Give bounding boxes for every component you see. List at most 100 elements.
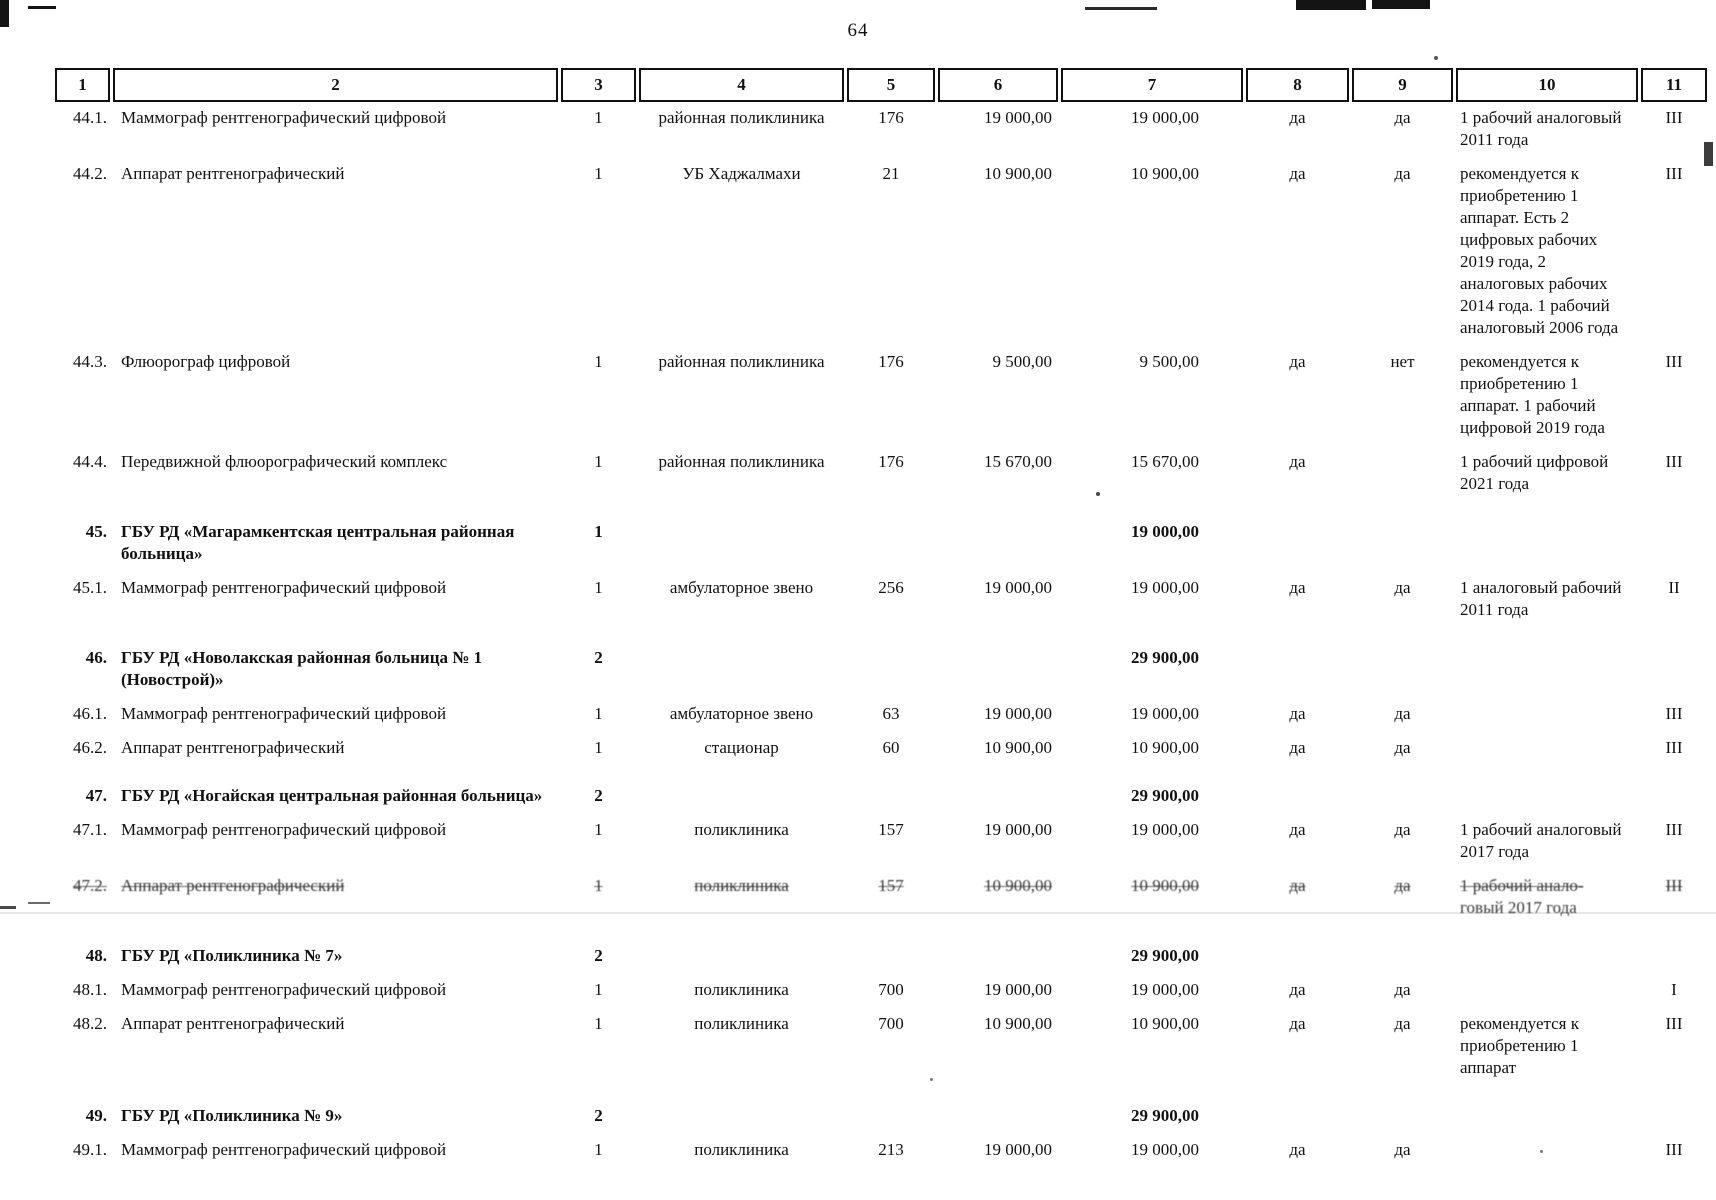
- quantity-cell: 1: [594, 108, 603, 127]
- table-row: 47.2. Аппарат рентгенографический 1 поли…: [55, 872, 1707, 928]
- total-price-cell: 19 000,00: [1131, 820, 1199, 839]
- unit-price-cell: [938, 928, 1058, 976]
- row-number-cell: 45.: [85, 522, 107, 541]
- note-cell: 1 рабочий аналоговый 2017 года: [1456, 816, 1638, 872]
- capacity-cell: 21: [882, 164, 900, 183]
- table-header: 1 2 3 4 5 6 7 8 9 10 11: [55, 68, 1707, 102]
- availability-cell: да: [1289, 738, 1306, 757]
- unit-price-cell: 10 900,00: [984, 876, 1052, 895]
- table-row: 46.1. Маммограф рентгенографический цифр…: [55, 700, 1707, 734]
- location-cell: поликлиника: [694, 820, 789, 839]
- note-cell: [1456, 928, 1638, 976]
- unit-price-cell: 19 000,00: [984, 980, 1052, 999]
- total-price-cell: 19 000,00: [1131, 578, 1199, 597]
- header-row: 1 2 3 4 5 6 7 8 9 10 11: [55, 68, 1707, 102]
- row-number-cell: 46.: [85, 648, 107, 667]
- unit-price-cell: 19 000,00: [984, 578, 1052, 597]
- table-row: 49. ГБУ РД «Поликлиника № 9» 2 29 900,00: [55, 1088, 1707, 1136]
- availability-cell: да: [1289, 980, 1306, 999]
- category-cell: III: [1665, 452, 1683, 471]
- note-cell: [1456, 504, 1638, 574]
- total-price-cell: 19 000,00: [1131, 980, 1199, 999]
- quantity-cell: 1: [594, 704, 603, 723]
- scan-artifact: [1296, 0, 1366, 10]
- capacity-cell: [847, 768, 935, 816]
- column-header-10: 10: [1456, 68, 1638, 102]
- row-number-cell: 48.: [85, 946, 107, 965]
- table-row: 44.4. Передвижной флюорографический комп…: [55, 448, 1707, 504]
- availability-cell: да: [1289, 1014, 1306, 1033]
- category-cell: II: [1668, 578, 1680, 597]
- scan-artifact: [930, 1078, 933, 1081]
- note-cell: 1 рабочий аналоговый 2011 года: [1456, 102, 1638, 160]
- quantity-cell: 2: [594, 786, 603, 805]
- column-header-5: 5: [847, 68, 935, 102]
- availability-cell: [1246, 630, 1349, 700]
- row-number-cell: 44.1.: [73, 108, 107, 127]
- table-row: 45.1. Маммограф рентгенографический цифр…: [55, 574, 1707, 630]
- total-price-cell: 19 000,00: [1131, 704, 1199, 723]
- quantity-cell: 1: [594, 980, 603, 999]
- capacity-cell: 157: [878, 876, 904, 895]
- equipment-name-cell: Аппарат рентгенографический: [121, 738, 345, 757]
- table-row: 45. ГБУ РД «Магарамкентская центральная …: [55, 504, 1707, 574]
- availability-cell: да: [1289, 876, 1306, 895]
- location-cell: УБ Хаджалмахи: [682, 164, 801, 183]
- table-row: 46. ГБУ РД «Новолакская районная больниц…: [55, 630, 1707, 700]
- location-cell: районная поликлиника: [658, 352, 825, 371]
- category-cell: III: [1665, 1014, 1683, 1033]
- scan-artifact: [1540, 1150, 1543, 1153]
- unit-price-cell: 15 670,00: [984, 452, 1052, 471]
- column-header-11: 11: [1641, 68, 1707, 102]
- availability-cell-2: да: [1394, 820, 1411, 839]
- availability-cell: да: [1289, 578, 1306, 597]
- availability-cell-2: [1352, 448, 1453, 504]
- scan-artifact: [0, 906, 16, 909]
- category-cell: III: [1665, 704, 1683, 723]
- availability-cell: [1246, 504, 1349, 574]
- location-cell: районная поликлиника: [658, 452, 825, 471]
- capacity-cell: 256: [878, 578, 904, 597]
- category-cell: III: [1665, 352, 1683, 371]
- capacity-cell: 700: [878, 1014, 904, 1033]
- table-row: 44.2. Аппарат рентгенографический 1 УБ Х…: [55, 160, 1707, 348]
- category-cell: III: [1665, 738, 1683, 757]
- equipment-name-cell: Маммограф рентгенографический цифровой: [121, 704, 447, 723]
- total-price-cell: 9 500,00: [1139, 352, 1200, 371]
- category-cell: [1641, 504, 1707, 574]
- note-cell: 1 рабочий цифровой 2021 года: [1456, 448, 1638, 504]
- row-number-cell: 45.1.: [73, 578, 107, 597]
- row-number-cell: 46.1.: [73, 704, 107, 723]
- row-number-cell: 49.: [85, 1106, 107, 1125]
- availability-cell-2: [1352, 504, 1453, 574]
- note-cell: рекомендуется к приобретению 1 аппарат. …: [1456, 348, 1638, 448]
- note-cell: рекомендуется к приобретению 1 аппарат: [1456, 1010, 1638, 1088]
- unit-price-cell: [938, 1088, 1058, 1136]
- capacity-cell: 176: [878, 108, 904, 127]
- availability-cell-2: да: [1394, 1140, 1411, 1159]
- table-row: 47.1. Маммограф рентгенографический цифр…: [55, 816, 1707, 872]
- capacity-cell: [847, 504, 935, 574]
- note-text: рекомендуется к приобретению 1 аппарат: [1460, 1014, 1579, 1077]
- scan-artifact: [1096, 492, 1100, 496]
- equipment-name-cell: Маммограф рентгенографический цифровой: [121, 108, 447, 127]
- availability-cell: да: [1289, 108, 1306, 127]
- availability-cell: да: [1289, 164, 1306, 183]
- quantity-cell: 1: [594, 522, 603, 541]
- unit-price-cell: 10 900,00: [984, 164, 1052, 183]
- quantity-cell: 1: [594, 876, 603, 895]
- location-cell: стационар: [704, 738, 779, 757]
- total-price-cell: 10 900,00: [1131, 738, 1199, 757]
- availability-cell: да: [1289, 452, 1306, 471]
- category-cell: III: [1665, 164, 1683, 183]
- availability-cell-2: да: [1394, 578, 1411, 597]
- equipment-name-cell: Аппарат рентгенографический: [121, 876, 345, 895]
- capacity-cell: 700: [878, 980, 904, 999]
- availability-cell: [1246, 1088, 1349, 1136]
- capacity-cell: 176: [878, 452, 904, 471]
- equipment-name-cell: ГБУ РД «Магарамкентская центральная райо…: [121, 522, 515, 563]
- total-price-cell: 19 000,00: [1131, 108, 1199, 127]
- column-header-8: 8: [1246, 68, 1349, 102]
- scan-artifact: [1704, 142, 1713, 166]
